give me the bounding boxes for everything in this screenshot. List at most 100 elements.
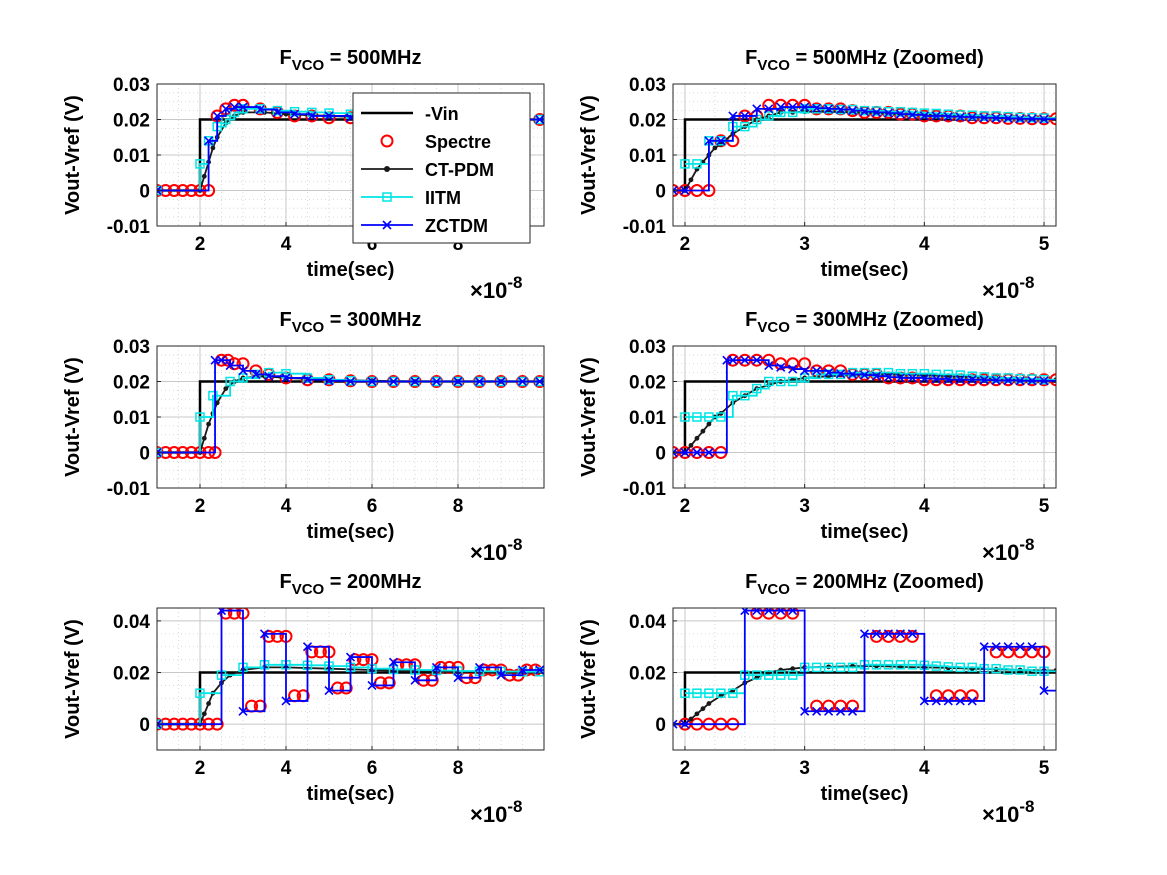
data-point-cross <box>281 696 291 706</box>
x-tick-label: 6 <box>367 234 378 255</box>
legend-label: Spectre <box>425 132 491 152</box>
data-point-cross <box>453 376 463 387</box>
data-point-cross <box>1003 375 1013 386</box>
x-tick-label: 6 <box>367 758 378 779</box>
data-point-square <box>692 688 702 698</box>
y-axis-label: Vout-Vref (V) <box>578 95 600 215</box>
data-point-cross <box>1039 376 1049 386</box>
data-point-cross <box>931 696 941 706</box>
data-point-circle <box>339 681 353 695</box>
legend-label: ZCTDM <box>425 216 488 236</box>
series-iitm <box>680 104 1056 169</box>
x-axis-label: time(sec) <box>307 521 395 543</box>
x-tick-label: 4 <box>919 758 930 779</box>
data-point-cross <box>800 102 810 112</box>
x-tick-label: 3 <box>799 234 810 255</box>
data-point-cross <box>453 673 463 683</box>
data-point-cross <box>157 185 162 196</box>
x-tick-label: 8 <box>453 496 464 517</box>
data-point-square <box>752 383 762 394</box>
data-point-cross <box>367 376 377 387</box>
y-tick-label: 0 <box>139 444 150 465</box>
y-tick-label: -0.01 <box>623 217 667 238</box>
panel-title: FVCO = 200MHz (Zoomed) <box>745 571 984 598</box>
data-point-square <box>324 108 334 118</box>
data-point-cross <box>345 652 356 662</box>
y-axis-label: Vout-Vref (V) <box>62 357 84 477</box>
exponent-power: -8 <box>507 273 522 292</box>
data-point-square <box>716 412 726 422</box>
data-point-square <box>692 159 702 169</box>
data-point-cross <box>157 447 162 458</box>
data-point-square <box>740 121 750 132</box>
data-point-cross <box>788 102 798 112</box>
data-point-square <box>238 104 248 114</box>
data-point-square <box>847 662 858 673</box>
data-point-cross <box>835 706 846 716</box>
x-axis-exponent: ×10-8 <box>470 273 522 303</box>
data-point-cross <box>871 107 882 117</box>
data-point-cross <box>264 371 274 381</box>
data-point-cross <box>800 706 810 716</box>
data-point-cross <box>496 376 506 387</box>
data-point-cross <box>692 447 702 458</box>
data-point-square <box>775 670 786 680</box>
legend-item: IITM <box>361 188 461 208</box>
data-point-cross <box>302 642 313 652</box>
data-point-square <box>931 108 942 119</box>
data-point-square <box>871 660 882 670</box>
data-point-cross <box>764 104 774 114</box>
data-point-cross <box>716 136 726 146</box>
data-point-cross <box>847 369 858 379</box>
data-point-square <box>943 662 954 672</box>
data-point-dot <box>712 145 718 151</box>
data-point-circle <box>270 629 284 643</box>
data-point-square <box>859 367 870 378</box>
x-tick-label: 4 <box>919 234 930 255</box>
data-point-cross <box>255 104 265 115</box>
data-point-cross <box>967 696 977 706</box>
data-point-square <box>728 688 738 698</box>
y-tick-label: -0.01 <box>623 479 667 500</box>
data-point-dot <box>700 428 706 434</box>
x-axis-label: time(sec) <box>821 783 909 805</box>
x-tick-label: 3 <box>799 496 810 517</box>
series-group <box>673 608 1056 731</box>
data-point-square <box>1003 665 1013 675</box>
data-point-cross <box>431 662 442 672</box>
y-axis-label: Vout-Vref (V) <box>62 619 84 739</box>
data-point-dot <box>694 711 700 717</box>
data-point-square <box>704 688 714 698</box>
data-point-cross <box>216 608 227 616</box>
data-point-square <box>787 670 798 680</box>
title-subscript: VCO <box>757 319 790 336</box>
data-point-cross <box>907 110 917 120</box>
data-point-square <box>692 412 702 422</box>
x-tick-label: 5 <box>1039 234 1050 255</box>
series-zctdm <box>157 608 544 729</box>
exponent-base: ×10 <box>982 278 1019 303</box>
data-point-cross <box>919 696 929 706</box>
title-prefix: F <box>745 309 757 331</box>
legend-label: IITM <box>425 188 461 208</box>
data-point-square <box>895 106 906 117</box>
data-point-cross <box>812 103 822 113</box>
exponent-power: -8 <box>1019 535 1034 554</box>
data-point-square <box>895 660 906 670</box>
data-point-square <box>1027 112 1037 123</box>
series-zctdm <box>673 355 1056 458</box>
data-point-square <box>764 111 774 121</box>
data-point-cross <box>991 113 1001 123</box>
data-point-square <box>799 104 810 114</box>
data-point-square <box>835 662 846 673</box>
data-point-cross <box>895 629 905 639</box>
series-zctdm <box>673 102 1056 196</box>
x-tick-label: 2 <box>680 496 691 517</box>
x-tick-label: 5 <box>1039 496 1050 517</box>
data-point-cross <box>1039 686 1049 696</box>
y-tick-label: 0 <box>655 715 666 736</box>
data-point-square <box>225 376 235 387</box>
x-tick-label: 8 <box>453 758 464 779</box>
y-tick-label: 0 <box>139 715 150 736</box>
data-point-cross <box>812 706 822 716</box>
